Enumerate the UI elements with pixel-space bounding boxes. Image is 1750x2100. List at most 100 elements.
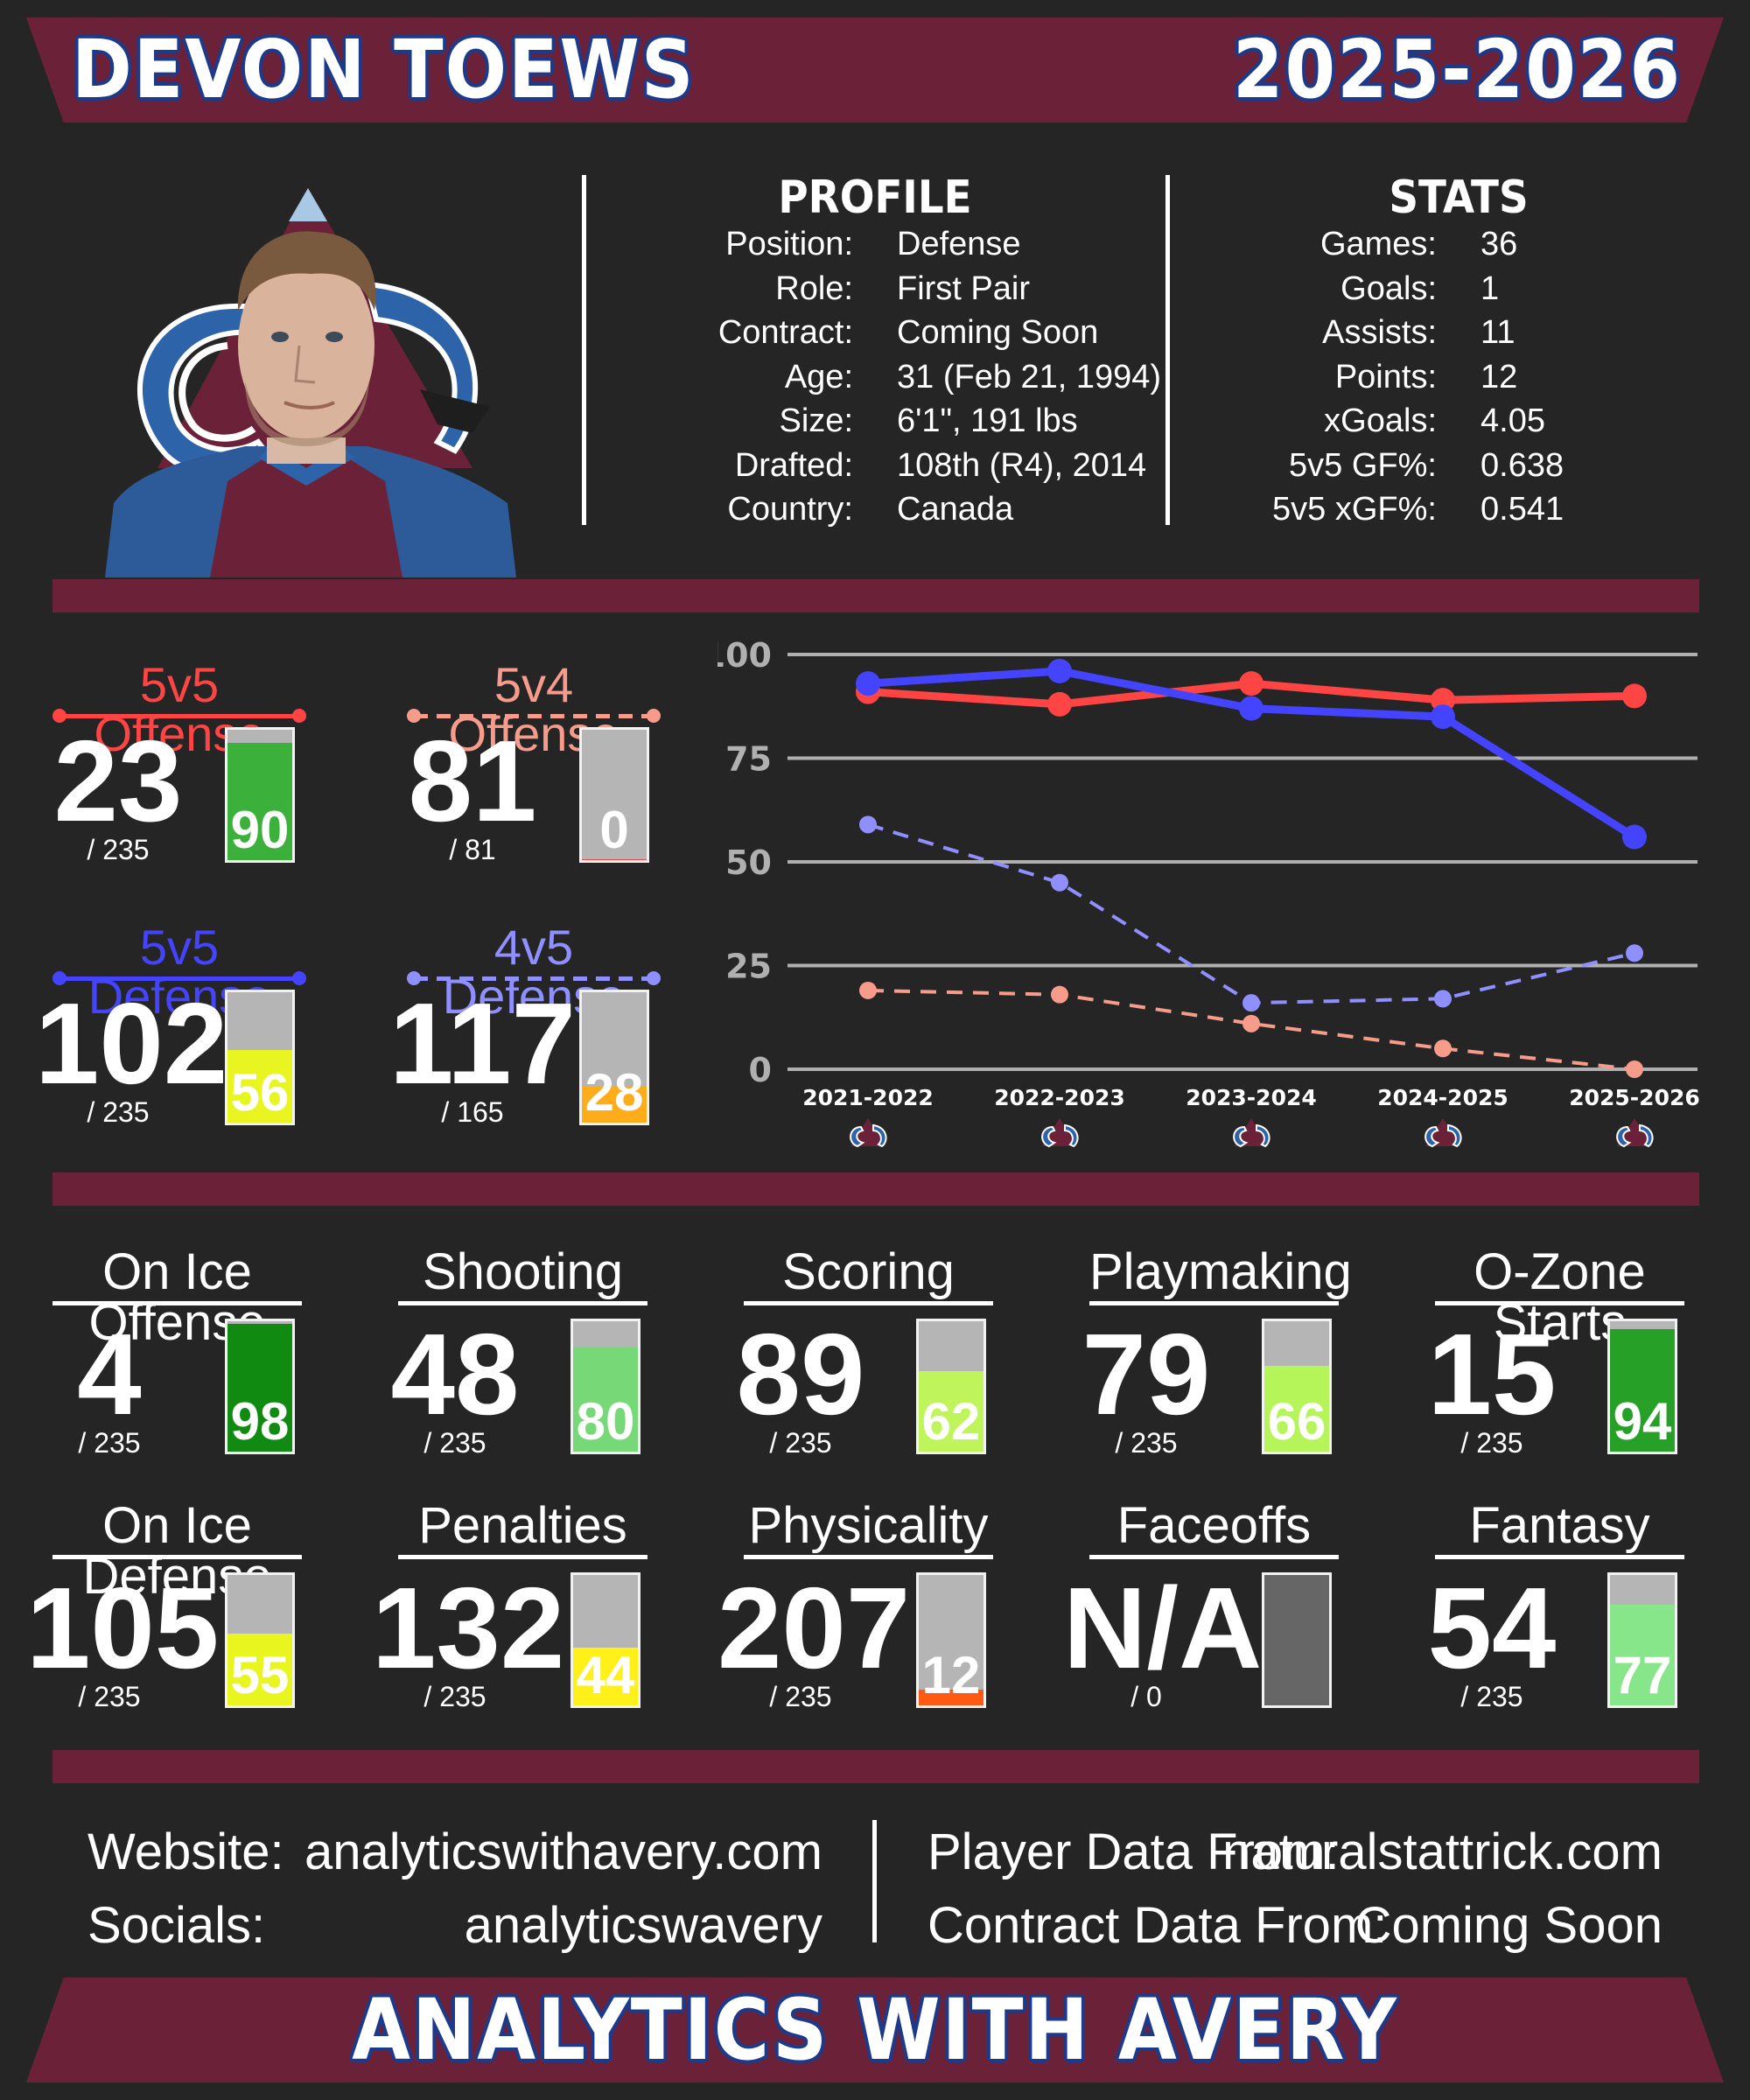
category-rank: N/A [1063, 1564, 1263, 1692]
stats-key: 5v5 GF%: [1289, 446, 1437, 484]
team-logo-icon [105, 188, 516, 578]
profile-row: Size: 6'1", 191 lbs [0, 404, 1750, 444]
separator-band-1 [52, 579, 1699, 612]
separator-band-2 [52, 1172, 1699, 1206]
category-total: / 235 [424, 1681, 486, 1712]
stats-value: 4.05 [1480, 402, 1545, 439]
data-point [1239, 671, 1264, 696]
stats-key: Games: [1320, 226, 1437, 262]
data-point [1622, 683, 1647, 709]
category-underline [1435, 1301, 1684, 1306]
category-label: Playmaking [1089, 1243, 1352, 1300]
percentile-fill [582, 858, 647, 860]
percentile-value: 28 [584, 1063, 644, 1122]
data-point [859, 981, 877, 999]
socials-handle[interactable]: analyticswavery [464, 1897, 822, 1954]
season-logo-icon [850, 1118, 887, 1148]
category-rank: 132 [372, 1564, 565, 1692]
percentile-value: 80 [576, 1392, 635, 1451]
percentile-fill [1264, 1365, 1329, 1452]
stats-key: Goals: [1340, 270, 1437, 307]
data-point [856, 671, 880, 696]
profile-key: Age: [784, 358, 853, 396]
stats-row: 5v5 GF%: 0.638 [0, 449, 1750, 489]
stats-value: 11 [1480, 314, 1516, 351]
season-logo-icon [1233, 1118, 1270, 1148]
profile-value: 6'1", 191 lbs [897, 402, 1078, 439]
team-ranking-bar: 90 [225, 727, 295, 863]
player-data-label: Player Data From: [928, 1824, 1340, 1880]
category-rank: 15 [1427, 1310, 1557, 1438]
stats-row: Games: 36 [0, 228, 1750, 268]
separator-band-3 [52, 1750, 1699, 1783]
data-point [1434, 990, 1452, 1008]
profile-row: Position: Defense [0, 228, 1750, 268]
data-point [1431, 704, 1455, 730]
stats-key: Points: [1334, 358, 1437, 396]
category-total: / 235 [769, 1427, 832, 1459]
team-ranking-rank: 23 [53, 717, 183, 845]
percentile-fill [1610, 1328, 1675, 1452]
category-underline [744, 1301, 993, 1306]
stats-value: 12 [1480, 358, 1518, 396]
player-data-source[interactable]: naturalstattrick.com [1222, 1824, 1662, 1880]
x-tick-label: 2025-2026 [1569, 1085, 1700, 1110]
player-photo [105, 179, 516, 578]
header-banner [26, 18, 1724, 122]
stats-key: xGoals: [1324, 402, 1437, 439]
percentile-fill [1610, 1605, 1675, 1705]
underline-end-dot [407, 709, 421, 723]
y-tick-label: 100 [718, 636, 772, 675]
category-bar: 62 [916, 1319, 986, 1454]
category-label: O-Zone Starts [1474, 1243, 1646, 1351]
percentile-value: 62 [921, 1392, 981, 1451]
category-bar: 80 [570, 1319, 640, 1454]
website-link[interactable]: analyticswithavery.com [304, 1824, 822, 1880]
profile-key: Position: [725, 226, 853, 262]
category-bar: 44 [570, 1572, 640, 1708]
underline-end-dot [647, 971, 661, 985]
underline-end-dot [647, 709, 661, 723]
stats-row: Assists: 11 [0, 316, 1750, 356]
percentile-value: 0 [599, 801, 629, 859]
category-rank: 89 [736, 1310, 865, 1438]
y-tick-label: 25 [725, 948, 772, 986]
stats-row: xGoals: 4.05 [0, 404, 1750, 444]
profile-row: Role: First Pair [0, 272, 1750, 312]
profile-value: First Pair [897, 270, 1030, 307]
stats-value: 1 [1480, 270, 1500, 307]
category-label: Physicality [748, 1497, 989, 1554]
team-ranking-rank: 117 [389, 979, 576, 1108]
percentile-fill [582, 1086, 647, 1123]
profile-key: Size: [779, 402, 853, 439]
data-point [1239, 696, 1264, 721]
profile-row: Country: Canada [0, 493, 1750, 533]
y-tick-label: 0 [749, 1051, 772, 1089]
stats-value: 36 [1480, 226, 1518, 262]
data-point [1051, 873, 1068, 892]
category-total: / 235 [424, 1427, 486, 1459]
category-total: / 235 [769, 1681, 832, 1712]
category-bar: 98 [225, 1319, 295, 1454]
data-point [1242, 994, 1260, 1012]
underline-end-dot [292, 709, 306, 723]
percentile-value: 56 [230, 1063, 290, 1122]
profile-row: Drafted: 108th (R4), 2014 [0, 449, 1750, 489]
percentile-fill [228, 742, 292, 860]
website-label: Website: [88, 1824, 284, 1880]
season-logo-icon [1616, 1118, 1654, 1148]
data-point [1622, 824, 1647, 850]
profile-value: Canada [897, 491, 1014, 528]
profile-key: Drafted: [734, 446, 853, 484]
team-ranking-total: / 81 [449, 834, 496, 865]
data-point [1626, 944, 1643, 962]
data-point [1051, 985, 1068, 1004]
category-underline [398, 1301, 648, 1306]
team-ranking-underline [414, 976, 654, 981]
x-tick-label: 2023-2024 [1186, 1085, 1317, 1110]
stats-value: 0.638 [1480, 446, 1564, 484]
team-ranking-bar: 56 [225, 990, 295, 1125]
profile-value: Coming Soon [897, 314, 1099, 351]
underline-end-dot [292, 971, 306, 985]
category-underline [52, 1555, 302, 1559]
